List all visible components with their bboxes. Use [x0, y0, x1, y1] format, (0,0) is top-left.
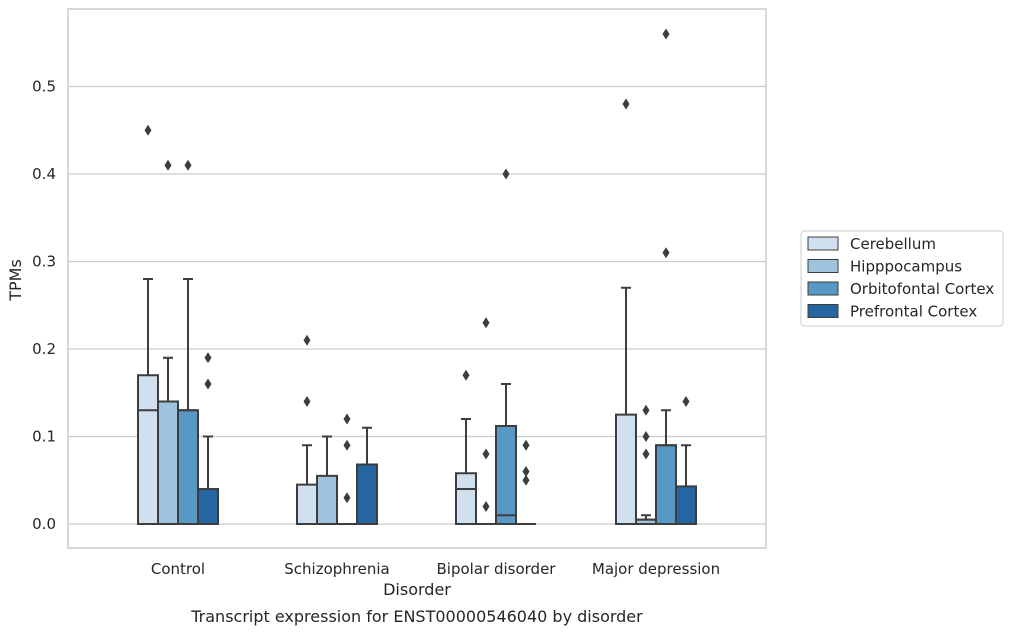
outlier-point	[343, 413, 351, 425]
outlier-point	[522, 466, 530, 477]
chart-caption: Transcript expression for ENST0000054604…	[190, 607, 643, 626]
legend: Cerebellum Hipppocampus Orbitofontal Corte…	[800, 230, 1004, 327]
outlier-point	[343, 492, 351, 504]
box-group	[137, 124, 159, 525]
legend-label: Hipppocampus	[850, 258, 962, 276]
x-tick-label: Schizophrenia	[284, 560, 389, 578]
legend-swatch	[807, 259, 839, 273]
box-group	[495, 168, 517, 525]
y-tick-label: 0.5	[32, 78, 56, 96]
box-group	[476, 317, 496, 525]
plot-frame	[67, 8, 767, 549]
outlier-point	[642, 431, 650, 442]
legend-label: Orbitofontal Cortex	[850, 280, 994, 298]
box-group	[157, 159, 179, 525]
outlier-point	[164, 159, 172, 171]
outlier-point	[303, 396, 311, 407]
outlier-point	[502, 168, 510, 180]
box	[157, 400, 179, 525]
outlier-point	[303, 334, 311, 346]
box-group	[356, 426, 378, 525]
box	[455, 472, 477, 525]
outlier-point	[482, 501, 490, 512]
box	[356, 463, 378, 525]
box	[197, 488, 219, 525]
outlier-point	[682, 396, 690, 407]
outlier-point	[662, 28, 670, 40]
outlier-point	[482, 317, 490, 329]
legend-label: Cerebellum	[850, 235, 936, 253]
outlier-point	[642, 404, 650, 416]
y-tick-label: 0.3	[32, 253, 56, 271]
outlier-point	[184, 159, 192, 171]
x-tick-label: Control	[151, 560, 205, 578]
x-axis-title: Disorder	[383, 580, 451, 599]
box-group	[197, 352, 219, 525]
outlier-point	[462, 369, 470, 381]
box	[495, 425, 517, 525]
box-group	[177, 159, 199, 525]
box	[655, 444, 677, 525]
box-group	[615, 98, 637, 525]
outlier-point	[482, 448, 490, 460]
box	[296, 483, 318, 525]
y-tick-label: 0.0	[32, 515, 56, 533]
x-tick-label: Bipolar disorder	[437, 560, 557, 578]
y-tick-label: 0.2	[32, 340, 56, 358]
box-group	[635, 404, 657, 525]
legend-frame	[800, 230, 1004, 327]
outlier-point	[642, 448, 650, 460]
outlier-point	[662, 247, 670, 259]
box	[177, 409, 199, 525]
box	[316, 474, 338, 525]
outlier-point	[622, 98, 630, 110]
box-plots	[137, 28, 697, 525]
box-group	[455, 369, 477, 525]
x-axis-ticks: Control Schizophrenia Bipolar disorder Majo…	[151, 560, 720, 578]
box	[675, 485, 697, 525]
outlier-point	[204, 352, 212, 364]
outlier-point	[522, 439, 530, 451]
y-axis-title: TPMs	[6, 259, 25, 302]
y-tick-label: 0.1	[32, 428, 56, 446]
box-group	[675, 396, 697, 525]
box	[137, 374, 159, 525]
legend-swatch	[807, 281, 839, 296]
x-tick-label: Major depression	[592, 560, 720, 578]
outlier-point	[343, 439, 351, 451]
outlier-point	[204, 378, 212, 390]
legend-swatch	[807, 304, 839, 318]
box-group	[516, 439, 536, 525]
legend-label: Prefrontal Cortex	[850, 303, 977, 321]
y-axis-ticks: 0.0 0.1 0.2 0.3 0.4 0.5	[32, 78, 56, 534]
box-group	[337, 413, 357, 525]
box	[615, 413, 637, 525]
box-group	[655, 28, 677, 525]
box-group	[296, 334, 318, 525]
legend-swatch	[807, 236, 839, 251]
y-tick-label: 0.4	[32, 165, 56, 183]
outlier-point	[144, 124, 152, 136]
outlier-point	[522, 474, 530, 486]
box-group	[316, 435, 338, 525]
